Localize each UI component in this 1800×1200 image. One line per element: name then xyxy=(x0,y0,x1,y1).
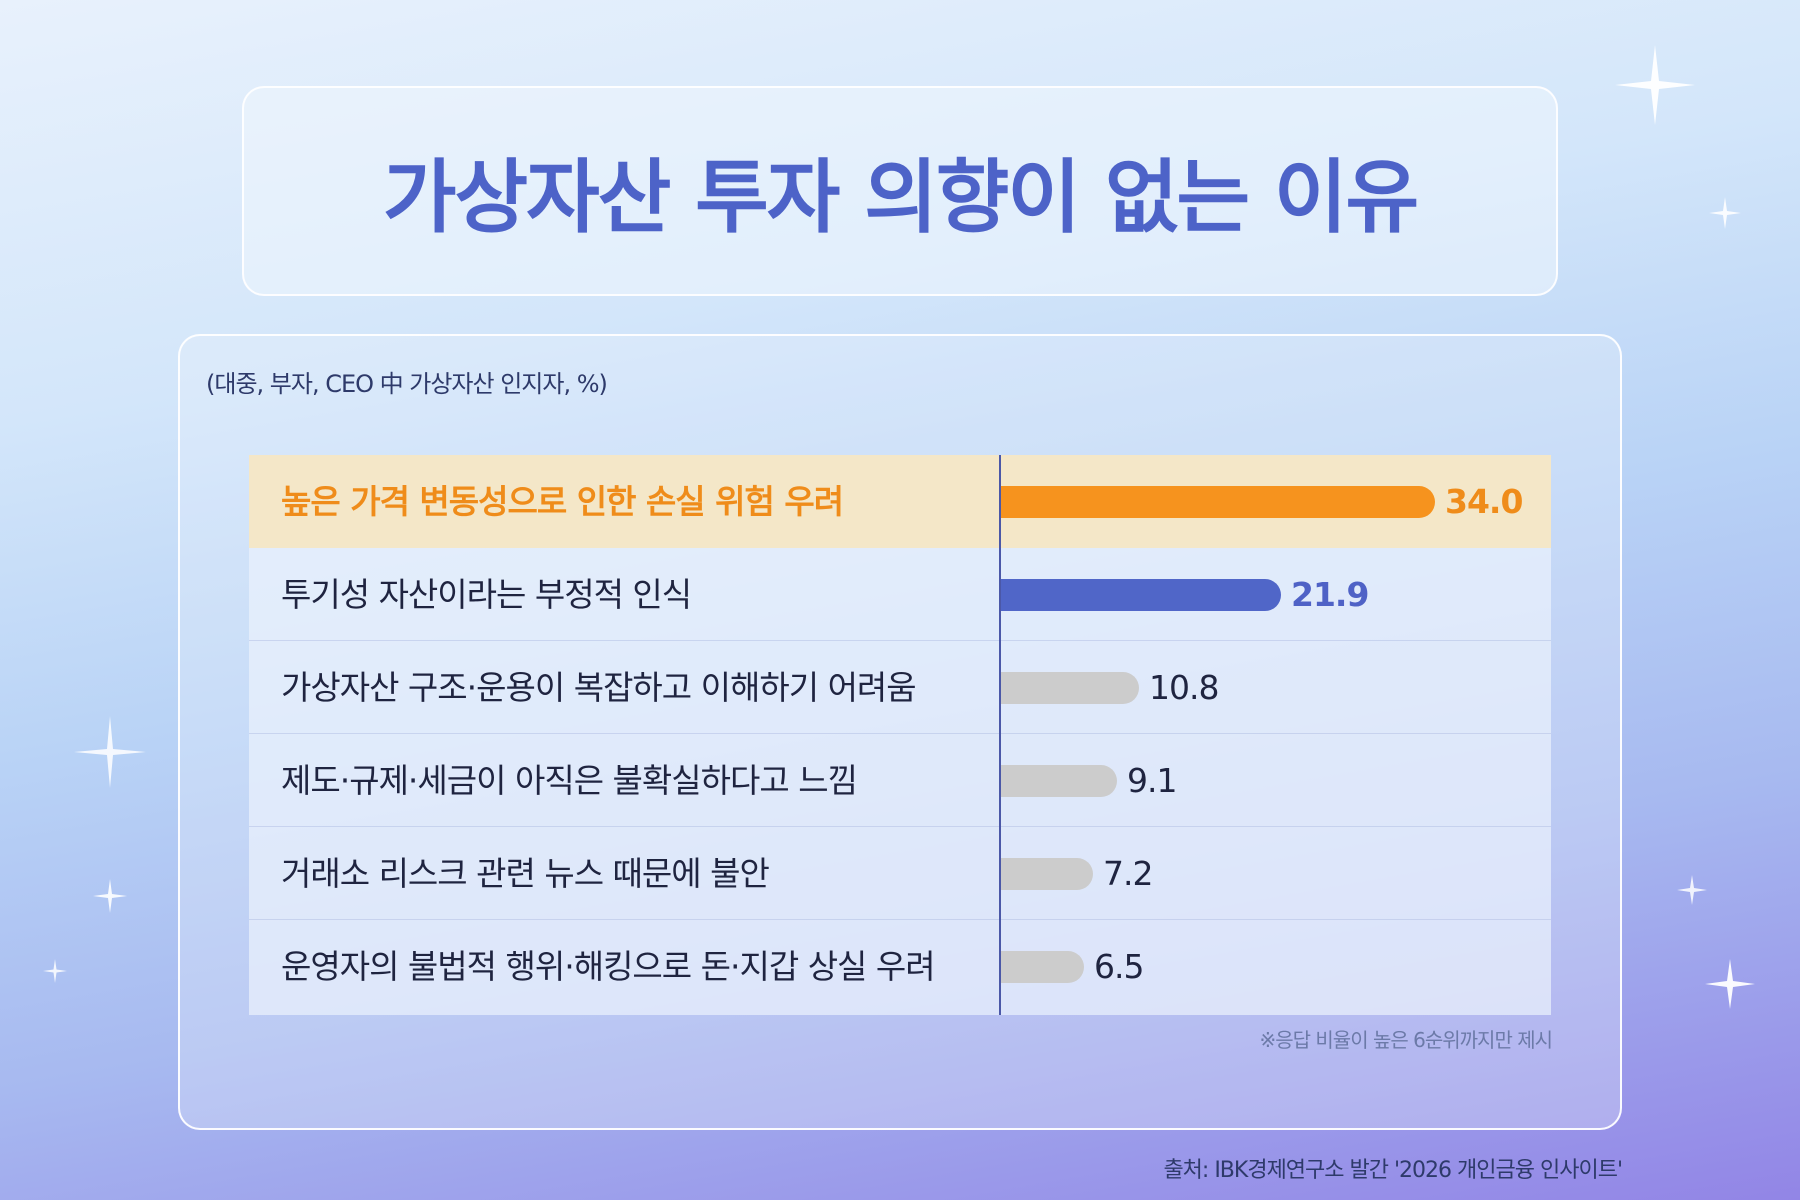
bar-row: 거래소 리스크 관련 뉴스 때문에 불안 xyxy=(249,827,1551,920)
chart-subtitle: (대중, 부자, CEO 中 가상자산 인지자, %) xyxy=(206,370,608,398)
footnote: ※응답 비율이 높은 6순위까지만 제시 xyxy=(1259,1028,1553,1052)
bar xyxy=(1001,950,1084,983)
sparkle-icon xyxy=(1705,959,1755,1009)
bar-category-label: 가상자산 구조·운용이 복잡하고 이해하기 어려움 xyxy=(281,668,917,707)
sparkle-icon xyxy=(93,879,127,913)
source-credit: 출처: IBK경제연구소 발간 '2026 개인금융 인사이트' xyxy=(1163,1158,1623,1183)
bar-category-label: 투기성 자산이라는 부정적 인식 xyxy=(281,575,692,614)
chart-table: 높은 가격 변동성으로 인한 손실 위험 우려 투기성 자산이라는 부정적 인식… xyxy=(249,455,1551,1015)
sparkle-icon xyxy=(1615,45,1695,125)
bar-category-label: 거래소 리스크 관련 뉴스 때문에 불안 xyxy=(281,854,770,893)
bar-row: 가상자산 구조·운용이 복잡하고 이해하기 어려움 xyxy=(249,641,1551,734)
bar xyxy=(1001,485,1435,518)
bar-category-label: 운영자의 불법적 행위·해킹으로 돈·지갑 상실 우려 xyxy=(281,947,936,986)
sparkle-icon xyxy=(74,716,146,788)
bar xyxy=(1001,764,1117,797)
sparkle-icon xyxy=(1677,875,1707,905)
sparkle-icon xyxy=(1709,197,1741,229)
bar-category-label: 높은 가격 변동성으로 인한 손실 위험 우려 xyxy=(281,482,844,521)
bar xyxy=(1001,857,1093,890)
bar-value-label: 7.2 xyxy=(1103,853,1153,893)
bar-value-label: 6.5 xyxy=(1094,946,1144,986)
bar xyxy=(1001,578,1281,611)
bar-value-label: 21.9 xyxy=(1291,574,1369,614)
bar-row: 투기성 자산이라는 부정적 인식 xyxy=(249,548,1551,641)
bar-row: 운영자의 불법적 행위·해킹으로 돈·지갑 상실 우려 xyxy=(249,920,1551,1013)
bar-value-label: 9.1 xyxy=(1127,760,1177,800)
sparkle-icon xyxy=(43,959,67,983)
bar-category-label: 제도·규제·세금이 아직은 불확실하다고 느낌 xyxy=(281,761,858,800)
bar-row: 제도·규제·세금이 아직은 불확실하다고 느낌 xyxy=(249,734,1551,827)
page-title: 가상자산 투자 의향이 없는 이유 xyxy=(382,151,1419,244)
bar xyxy=(1001,671,1139,704)
bar-value-label: 10.8 xyxy=(1149,667,1219,707)
title-box: 가상자산 투자 의향이 없는 이유 xyxy=(242,86,1558,296)
bar-value-label: 34.0 xyxy=(1445,481,1523,521)
chart-axis-divider xyxy=(999,455,1001,1015)
